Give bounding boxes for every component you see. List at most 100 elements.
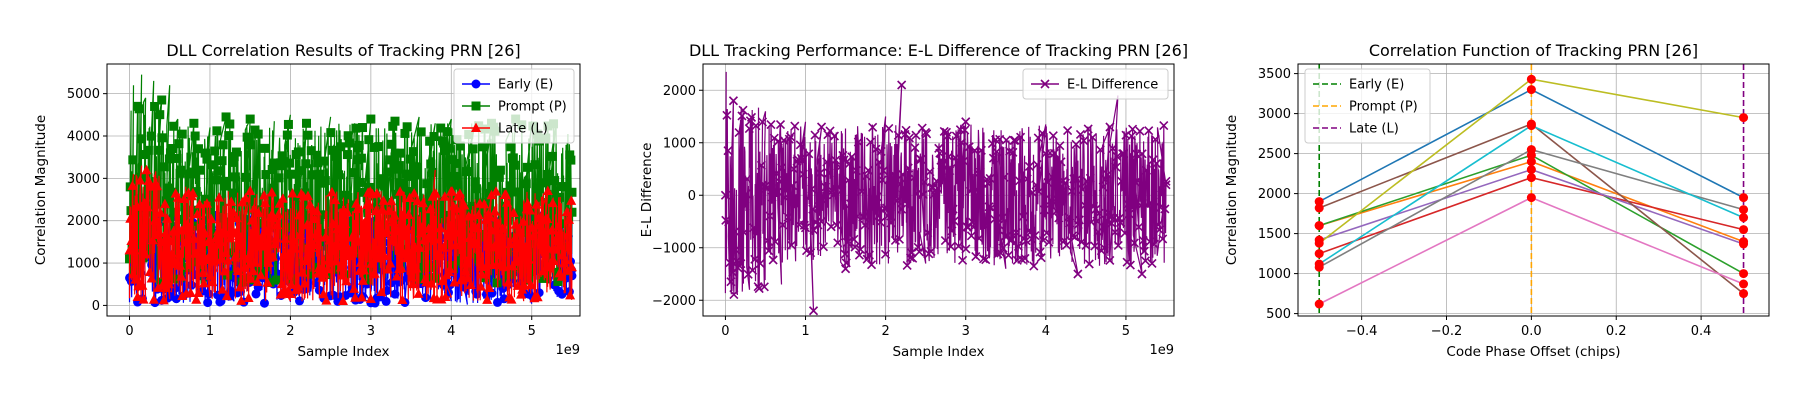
data-point (172, 153, 182, 163)
data-point (468, 144, 478, 154)
data-point (914, 247, 924, 257)
data-point (1063, 125, 1073, 136)
data-point (1739, 279, 1749, 289)
data-point (335, 261, 346, 272)
data-point (214, 192, 225, 202)
data-point (371, 187, 382, 198)
data-point (961, 117, 971, 127)
data-point (1080, 200, 1090, 210)
chart-title: DLL Correlation Results of Tracking PRN … (166, 41, 520, 60)
data-point (407, 187, 417, 197)
data-point (444, 263, 455, 274)
data-point (871, 144, 881, 154)
data-point (507, 260, 518, 270)
x-tick-label: 1 (801, 324, 809, 339)
data-point (414, 242, 425, 252)
data-point (228, 157, 238, 167)
chart-title: Correlation Function of Tracking PRN [26… (1369, 41, 1698, 60)
data-point (884, 123, 894, 134)
data-point (259, 298, 269, 308)
data-point (127, 180, 138, 190)
data-point (177, 129, 187, 139)
data-point (126, 235, 137, 246)
data-point (484, 188, 494, 198)
data-point (360, 217, 371, 227)
data-point (566, 195, 577, 205)
data-point (320, 176, 330, 186)
data-point (356, 153, 366, 163)
data-point (201, 198, 212, 208)
data-point (405, 154, 415, 164)
data-point (421, 293, 431, 303)
data-point (522, 197, 533, 208)
x-tick-label: 4 (1042, 324, 1050, 339)
legend-label-1: Prompt (P) (498, 100, 567, 115)
data-point (1526, 121, 1536, 131)
data-point (416, 127, 426, 137)
data-point (969, 222, 979, 232)
data-point (444, 143, 454, 153)
data-point (331, 151, 341, 161)
data-point (567, 207, 577, 217)
data-point (226, 196, 237, 206)
data-point (897, 204, 907, 214)
data-point (839, 155, 849, 165)
data-point (1008, 147, 1018, 157)
data-point (266, 187, 277, 197)
data-point (358, 123, 368, 133)
data-point (1145, 237, 1155, 247)
data-point (462, 272, 473, 282)
data-point (322, 263, 333, 274)
data-point (561, 206, 572, 217)
y-tick-label: 1500 (1258, 227, 1291, 242)
data-point (439, 138, 449, 148)
data-point (859, 212, 869, 222)
data-point (405, 248, 416, 259)
data-point (389, 210, 400, 220)
data-point (303, 130, 313, 140)
data-point (342, 150, 352, 160)
data-point (500, 189, 511, 199)
data-point (465, 279, 476, 289)
data-point (529, 206, 539, 216)
data-point (1013, 241, 1023, 251)
legend-label-2: Late (L) (1349, 122, 1399, 137)
data-point (262, 277, 273, 287)
data-point (285, 158, 295, 168)
y-tick-label: 2500 (1258, 147, 1291, 162)
data-point (809, 225, 819, 235)
data-point (1011, 227, 1021, 238)
data-point (319, 156, 329, 166)
data-point (875, 217, 885, 227)
data-point (191, 294, 202, 304)
data-point (565, 289, 576, 300)
data-point (155, 110, 165, 120)
data-point (206, 213, 217, 224)
data-point (902, 260, 912, 270)
data-point (878, 166, 888, 176)
data-point (324, 234, 335, 245)
data-point (224, 131, 234, 141)
data-point (137, 280, 148, 290)
data-point (387, 139, 397, 149)
legend-box (1304, 68, 1431, 144)
data-point (464, 232, 475, 243)
data-point (567, 187, 577, 197)
data-point (462, 167, 472, 177)
data-point (1526, 173, 1536, 183)
x-tick-label: 5 (528, 324, 536, 339)
data-point (873, 211, 883, 221)
data-point (204, 289, 214, 299)
data-point (244, 133, 254, 143)
data-point (135, 174, 146, 185)
x-offset-label: 1e9 (1149, 343, 1174, 358)
data-point (492, 297, 502, 307)
legend-label-2: Late (L) (498, 122, 548, 137)
data-point (363, 275, 373, 285)
data-point (1739, 213, 1749, 223)
data-point (925, 167, 935, 177)
data-point (849, 234, 859, 244)
data-point (989, 214, 1000, 224)
data-point (432, 232, 442, 242)
data-point (513, 241, 524, 251)
